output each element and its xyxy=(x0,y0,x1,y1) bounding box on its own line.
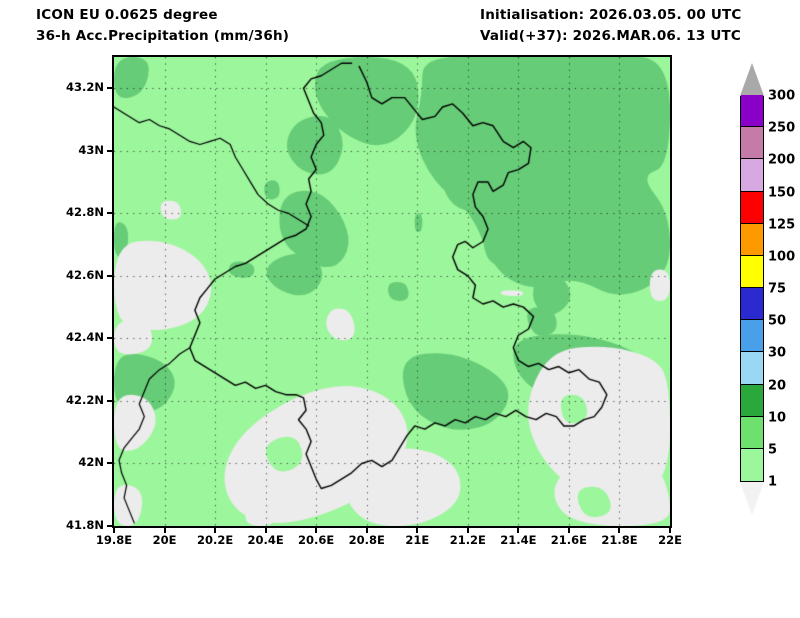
colorbar-bands xyxy=(740,95,764,482)
latitude-tick-mark xyxy=(107,337,112,340)
field-title: 36-h Acc.Precipitation (mm/36h) xyxy=(36,28,290,44)
longitude-tick-label: 21.2E xyxy=(449,533,486,547)
colorbar-over-arrow xyxy=(740,63,764,96)
longitude-tick-label: 20.8E xyxy=(348,533,385,547)
colorbar-band xyxy=(741,320,763,353)
colorbar-tick-label: 300 xyxy=(768,88,796,104)
longitude-tick-mark xyxy=(517,528,520,533)
colorbar-tick-label: 50 xyxy=(768,313,787,329)
colorbar-tick-label: 5 xyxy=(768,442,778,458)
latitude-tick-mark xyxy=(107,87,112,90)
latitude-tick-label: 42.4N xyxy=(66,330,104,345)
colorbar-tick-label: 1 xyxy=(768,474,778,490)
colorbar-band xyxy=(741,191,763,224)
latitude-tick-label: 42N xyxy=(78,455,104,470)
longitude-tick-label: 21.8E xyxy=(601,533,638,547)
colorbar-band xyxy=(741,127,763,160)
colorbar-band xyxy=(741,352,763,385)
longitude-tick-label: 21.6E xyxy=(550,533,588,547)
colorbar-band-divider xyxy=(741,190,763,192)
longitude-tick-label: 20.4E xyxy=(247,533,284,547)
colorbar-band-divider xyxy=(741,415,763,417)
longitude-tick-mark xyxy=(214,528,217,533)
colorbar-tick-label: 250 xyxy=(768,120,796,136)
latitude-tick-mark xyxy=(107,525,112,527)
latitude-tick-label: 42.8N xyxy=(66,205,104,220)
colorbar-band-divider xyxy=(741,447,763,449)
longitude-tick-mark xyxy=(264,528,267,533)
longitude-tick-label: 21E xyxy=(405,533,430,547)
longitude-tick-mark xyxy=(315,528,318,533)
colorbar-band xyxy=(741,384,763,417)
colorbar-band-divider xyxy=(741,222,763,224)
longitude-tick-mark xyxy=(567,528,570,533)
longitude-tick-mark xyxy=(113,528,115,533)
colorbar-tick-label: 20 xyxy=(768,378,787,393)
latitude-tick-mark xyxy=(107,149,112,152)
latitude-tick-label: 43N xyxy=(78,142,104,157)
colorbar-under-arrow xyxy=(740,482,764,515)
latitude-tick-label: 42.2N xyxy=(66,392,104,407)
colorbar-legend: 1 5 10 20 30 50 75 100 125 150 200 250 300 xyxy=(739,62,795,517)
colorbar-band-divider xyxy=(741,254,763,256)
latitude-tick-mark xyxy=(107,399,112,402)
longitude-tick-label: 20.2E xyxy=(196,533,234,547)
model-title: ICON EU 0.0625 degree xyxy=(36,7,218,23)
colorbar-tick-label: 150 xyxy=(768,185,796,200)
longitude-tick-mark xyxy=(618,528,621,533)
longitude-tick-mark xyxy=(163,528,166,533)
colorbar-band-divider xyxy=(741,383,763,385)
colorbar-band-divider xyxy=(741,287,763,288)
longitude-tick-mark xyxy=(416,528,419,533)
colorbar-band xyxy=(741,288,763,321)
colorbar-band xyxy=(741,255,763,288)
longitude-tick-label: 19.8E xyxy=(95,533,133,547)
colorbar-band-divider xyxy=(741,126,763,128)
latitude-tick-mark xyxy=(107,462,112,465)
colorbar-band-divider xyxy=(741,319,763,321)
colorbar-tick-label: 30 xyxy=(768,345,787,361)
colorbar-band xyxy=(741,416,763,449)
latitude-tick-label: 42.6N xyxy=(66,267,104,282)
colorbar-band xyxy=(741,448,763,481)
longitude-tick-mark xyxy=(466,528,469,533)
colorbar-band xyxy=(741,223,763,256)
colorbar-band-divider xyxy=(741,158,763,160)
initialisation-time: Initialisation: 2026.03.05. 00 UTC xyxy=(480,7,742,23)
colorbar-tick-label: 200 xyxy=(768,152,796,168)
longitude-tick-label: 21.4E xyxy=(500,533,537,547)
latitude-tick-label: 43.2N xyxy=(66,80,104,95)
colorbar-band xyxy=(741,95,763,128)
longitude-tick-label: 20.6E xyxy=(298,533,335,547)
precipitation-map xyxy=(112,55,672,528)
precipitation-field-canvas xyxy=(114,57,670,526)
colorbar-band xyxy=(741,159,763,192)
colorbar-tick-label: 125 xyxy=(768,217,796,233)
colorbar-tick-label: 100 xyxy=(768,249,796,265)
colorbar-tick-label: 75 xyxy=(768,281,787,297)
colorbar-tick-label: 10 xyxy=(768,410,787,426)
latitude-tick-mark xyxy=(107,212,112,215)
colorbar-band-divider xyxy=(741,351,763,353)
latitude-tick-label: 41.8N xyxy=(66,518,104,532)
longitude-tick-label: 20E xyxy=(152,533,177,547)
longitude-tick-mark xyxy=(669,528,671,533)
longitude-tick-label: 22E xyxy=(658,533,682,547)
latitude-tick-mark xyxy=(107,274,112,277)
valid-time: Valid(+37): 2026.MAR.06. 13 UTC xyxy=(480,28,742,44)
longitude-tick-mark xyxy=(365,528,368,533)
